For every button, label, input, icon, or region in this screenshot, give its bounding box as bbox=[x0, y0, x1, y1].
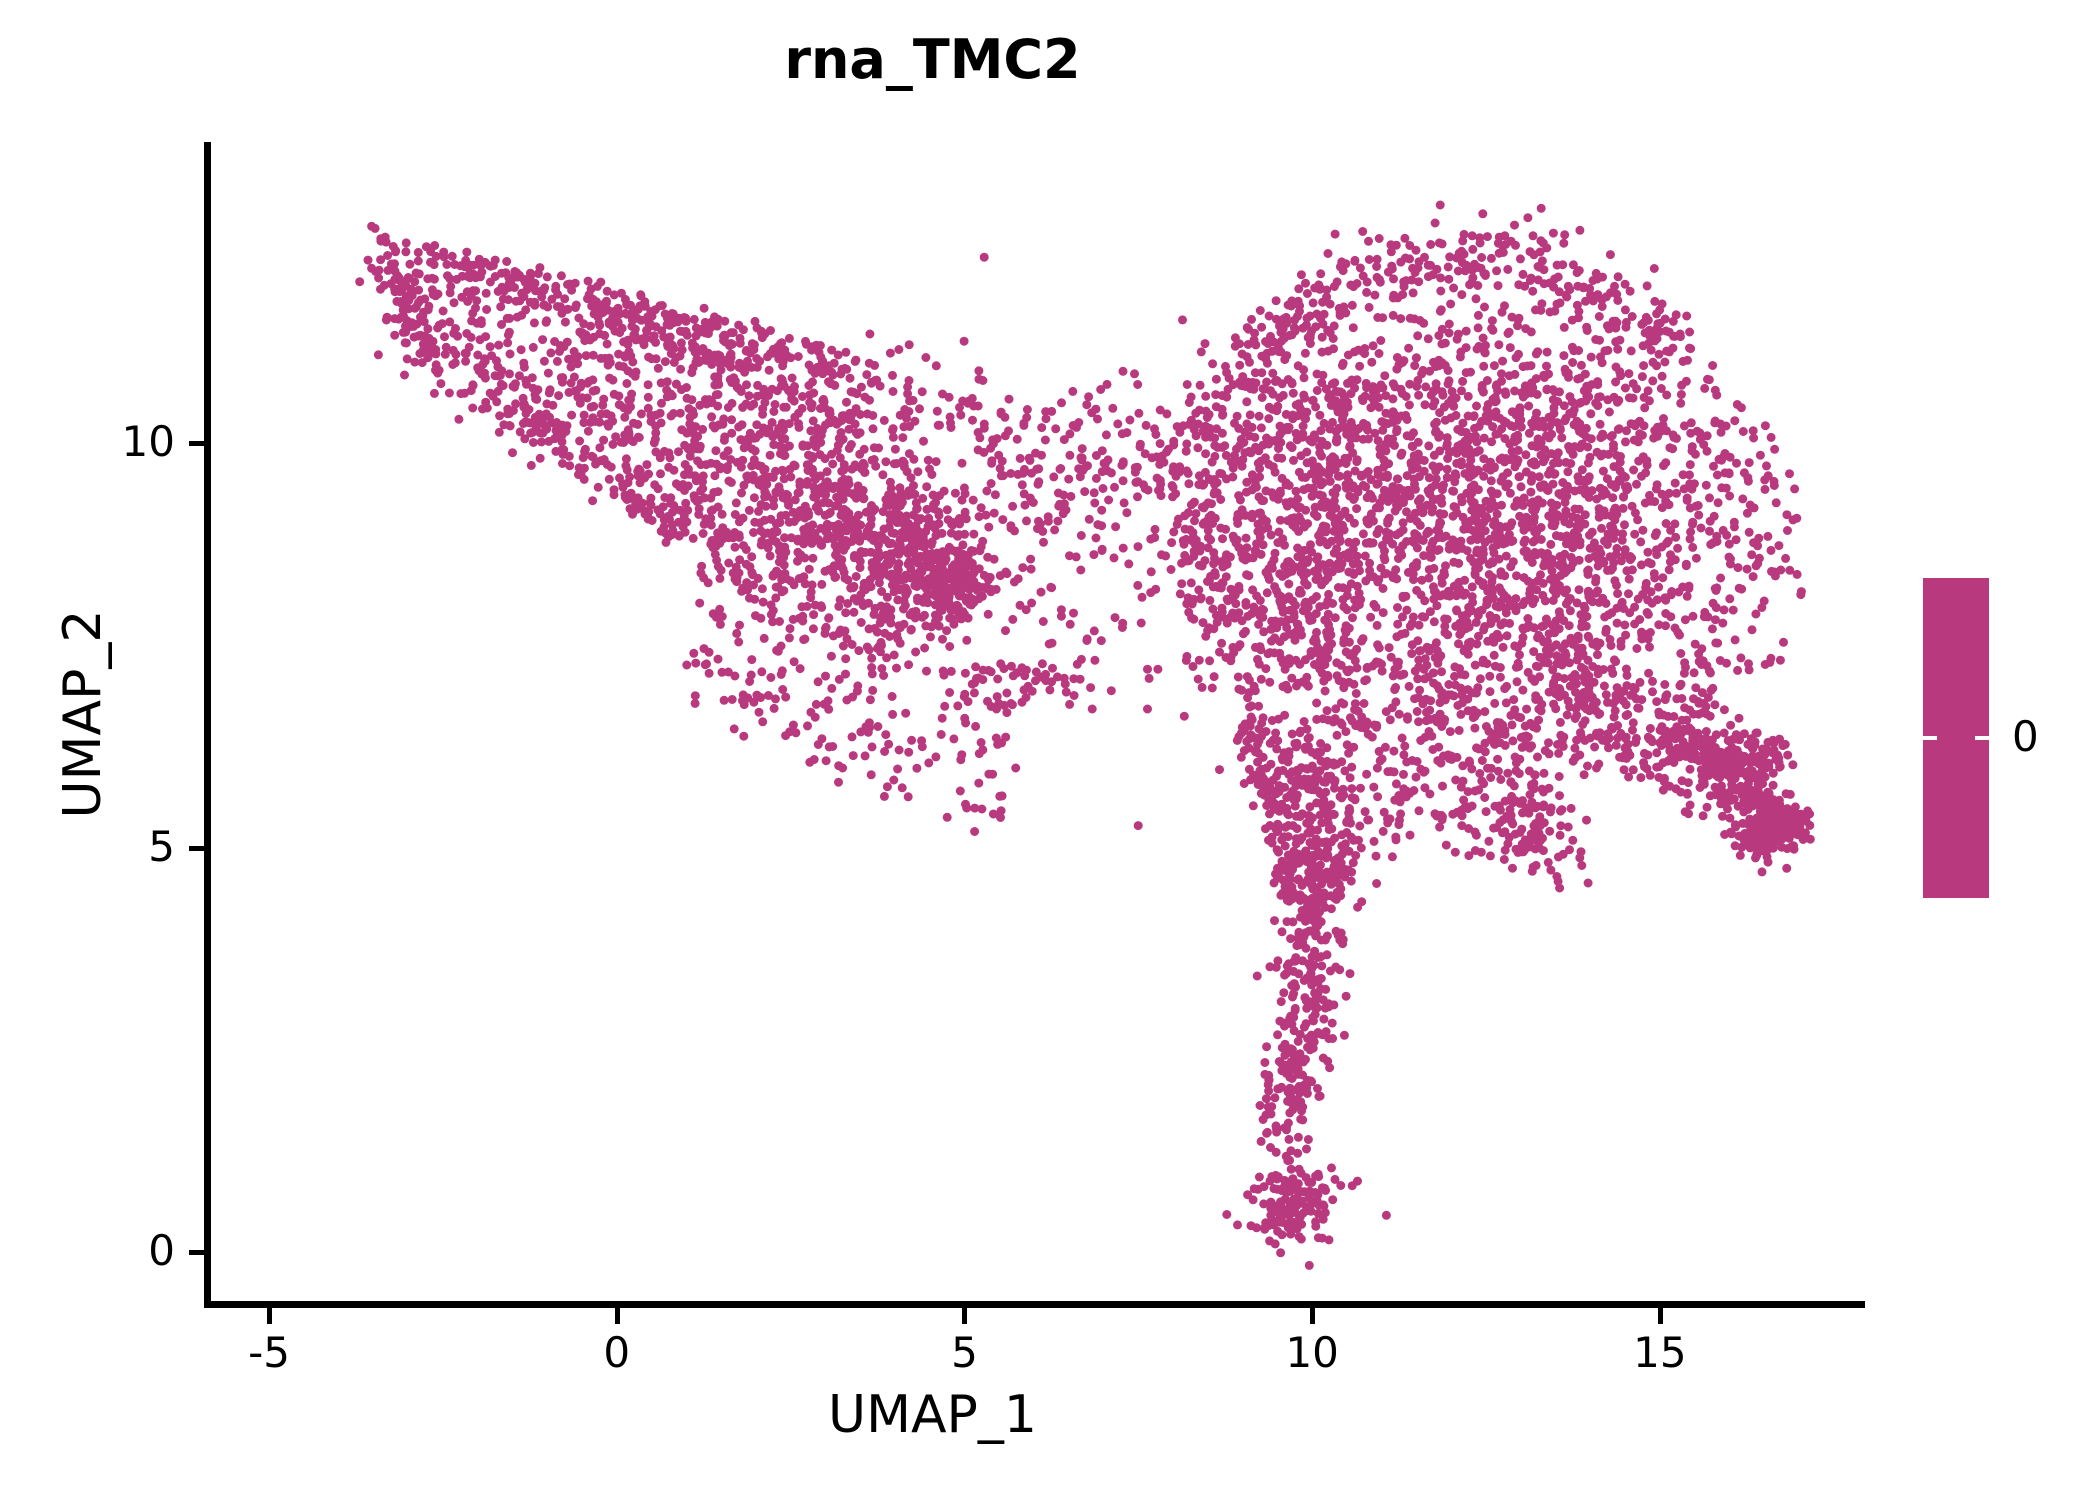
x-tick-label: -5 bbox=[248, 1328, 291, 1377]
x-axis-spine bbox=[204, 1301, 1865, 1308]
x-tick-mark bbox=[962, 1308, 968, 1324]
y-axis-spine bbox=[204, 142, 211, 1308]
x-tick-mark bbox=[1310, 1308, 1316, 1324]
x-tick-label: 5 bbox=[951, 1328, 978, 1377]
colorbar-tick-right bbox=[1975, 736, 1989, 740]
y-tick-mark bbox=[189, 845, 205, 851]
x-axis-label: UMAP_1 bbox=[828, 1385, 1037, 1445]
colorbar[interactable] bbox=[1923, 578, 1989, 898]
x-tick-label: 0 bbox=[603, 1328, 631, 1377]
y-tick-label: 5 bbox=[148, 821, 175, 871]
x-tick-mark bbox=[614, 1308, 620, 1324]
colorbar-tick-left bbox=[1923, 736, 1937, 740]
scatter-points bbox=[355, 200, 1815, 1270]
y-axis-label: UMAP_2 bbox=[53, 609, 113, 819]
y-tick-mark bbox=[189, 441, 205, 447]
y-tick-label: 10 bbox=[121, 417, 175, 467]
x-tick-label: 10 bbox=[1285, 1328, 1339, 1377]
colorbar-tick-label: 0 bbox=[2012, 712, 2039, 761]
x-tick-label: 15 bbox=[1633, 1328, 1687, 1377]
x-tick-mark bbox=[1657, 1308, 1663, 1324]
page-title: rna_TMC2 bbox=[784, 28, 1081, 91]
y-tick-label: 0 bbox=[148, 1226, 175, 1276]
y-tick-mark bbox=[189, 1250, 205, 1256]
x-tick-mark bbox=[267, 1308, 273, 1324]
